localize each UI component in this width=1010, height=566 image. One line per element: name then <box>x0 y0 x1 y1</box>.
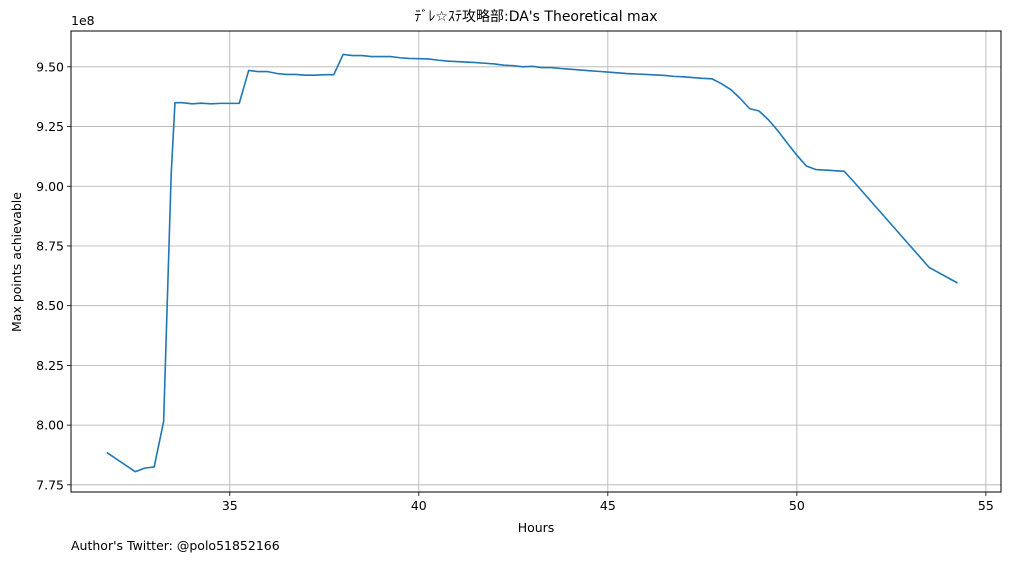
series-line-0 <box>106 53 958 473</box>
plot-frame <box>70 30 1002 493</box>
grid-layer <box>71 31 1001 492</box>
x-axis-label: Hours <box>518 520 555 535</box>
x-tick-label: 45 <box>600 498 616 513</box>
y-offset-label: 1e8 <box>71 13 95 28</box>
y-tick-label: 8.75 <box>36 238 64 253</box>
y-axis-label: Max points achievable <box>9 192 24 332</box>
y-tick-label: 9.50 <box>36 59 64 74</box>
y-tick-label: 8.00 <box>36 418 64 433</box>
chart-title: ﾃﾞﾚ☆ｽﾃ攻略部:DA's Theoretical max <box>414 9 657 25</box>
series-layer <box>106 53 958 473</box>
x-tick-label: 35 <box>222 498 238 513</box>
y-tick-label: 7.75 <box>36 477 64 492</box>
y-tick-label: 9.25 <box>36 119 64 134</box>
author-footer: Author's Twitter: @polo51852166 <box>71 538 280 553</box>
y-tick-label: 8.25 <box>36 358 64 373</box>
x-tick-label: 50 <box>789 498 805 513</box>
tick-layer: 35 40 45 50 55 7.75 8.00 8.25 8.50 8.75 9.00 9.25 9.… <box>36 59 994 513</box>
x-tick-label: 55 <box>978 498 994 513</box>
y-tick-label: 8.50 <box>36 298 64 313</box>
x-tick-label: 40 <box>411 498 427 513</box>
y-tick-label: 9.00 <box>36 179 64 194</box>
